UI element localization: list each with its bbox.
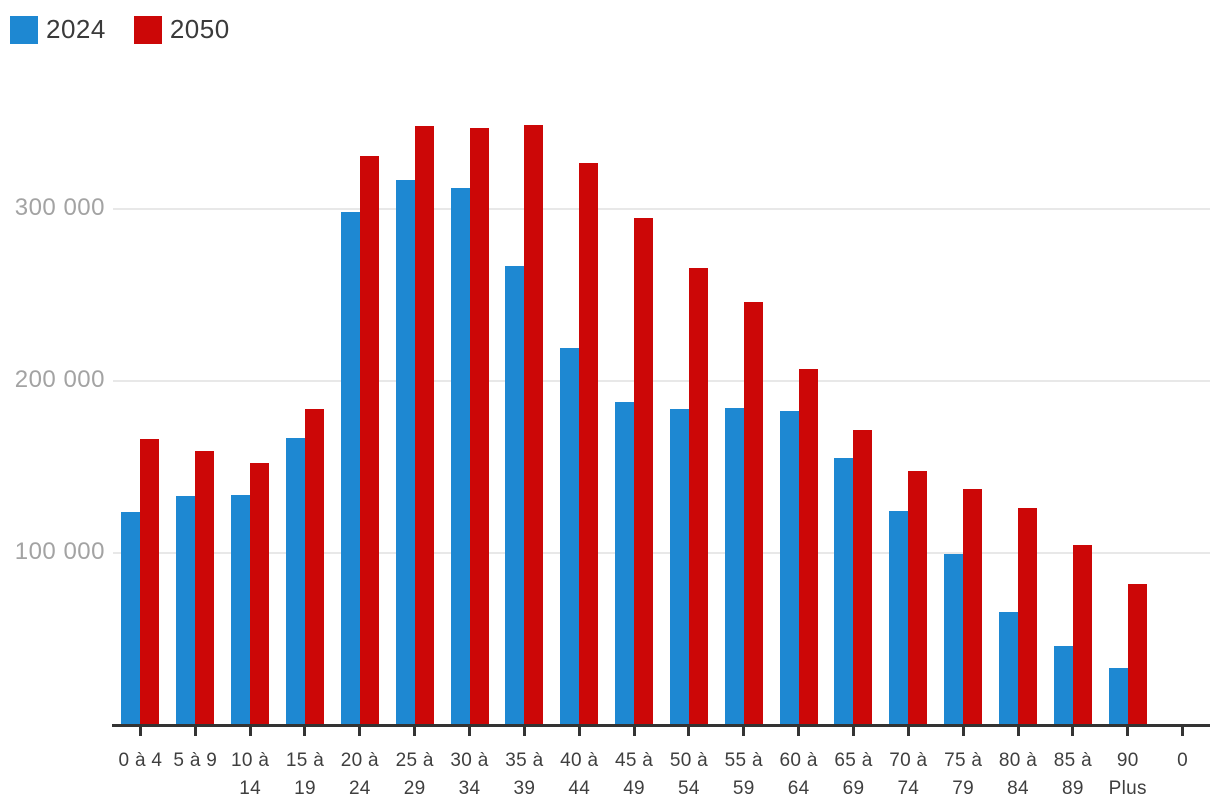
x-axis-label: 75 à 79 <box>944 750 983 799</box>
legend-item-2050[interactable]: 2050 <box>133 14 230 45</box>
x-axis-tick <box>522 727 526 736</box>
x-axis-tick <box>851 727 855 736</box>
gridline-300000 <box>113 208 1210 210</box>
x-axis-tick <box>1181 727 1185 736</box>
bar-2050-55-à-59[interactable] <box>743 301 763 725</box>
bar-2050-45-à-49[interactable] <box>634 217 654 725</box>
x-axis-label: 50 à 54 <box>669 750 709 799</box>
bar-2050-25-à-29[interactable] <box>414 126 434 725</box>
x-axis-label: 60 à 64 <box>779 750 818 799</box>
x-axis-tick <box>742 727 746 736</box>
bar-2050-60-à-64[interactable] <box>798 368 818 725</box>
bar-2024-55-à-59[interactable] <box>724 407 744 725</box>
bar-2024-30-à-34[interactable] <box>450 188 470 725</box>
bar-2050-90-Plus[interactable] <box>1127 583 1147 725</box>
bar-2024-90-Plus[interactable] <box>1108 668 1128 725</box>
x-axis-tick <box>138 727 142 736</box>
bar-2050-10-à-14[interactable] <box>250 462 270 725</box>
bar-2050-35-à-39[interactable] <box>524 124 544 725</box>
bar-2024-70-à-74[interactable] <box>889 510 909 725</box>
x-axis-tick <box>687 727 691 736</box>
bar-2050-50-à-54[interactable] <box>688 268 708 725</box>
bar-2024-50-à-54[interactable] <box>669 408 689 725</box>
bar-2050-20-à-24[interactable] <box>359 155 379 725</box>
bar-2024-85-à-89[interactable] <box>1053 645 1073 725</box>
x-axis-tick <box>1126 727 1130 736</box>
x-axis-tick <box>193 727 197 736</box>
x-axis-label: 0 à 4 <box>118 750 163 771</box>
x-axis-tick <box>906 727 910 736</box>
bar-2050-5-à-9[interactable] <box>195 450 215 725</box>
bar-2050-75-à-79[interactable] <box>963 489 983 725</box>
bar-2024-10-à-14[interactable] <box>231 494 251 725</box>
x-axis-tick <box>1016 727 1020 736</box>
bar-2024-15-à-19[interactable] <box>285 437 305 725</box>
x-axis-label: 30 à 34 <box>450 750 489 799</box>
bar-2050-70-à-74[interactable] <box>908 471 928 725</box>
gridline-200000 <box>113 380 1210 382</box>
legend-label: 2050 <box>169 14 230 44</box>
bar-2024-60-à-64[interactable] <box>779 411 799 725</box>
gridline-100000 <box>113 552 1210 554</box>
x-axis-tick <box>1071 727 1075 736</box>
x-axis-tick <box>248 727 252 736</box>
bar-2024-45-à-49[interactable] <box>615 401 635 725</box>
bar-2024-40-à-44[interactable] <box>560 348 580 725</box>
x-axis-tick <box>413 727 417 736</box>
x-axis-label: 65 à 69 <box>834 750 873 799</box>
x-axis-label: 25 à 29 <box>395 750 434 799</box>
bar-2050-85-à-89[interactable] <box>1072 545 1092 725</box>
x-axis-tick <box>961 727 965 736</box>
x-axis-tick <box>303 727 307 736</box>
x-axis-label: 35 à 39 <box>505 750 544 799</box>
x-axis-label: 0 <box>1177 750 1188 771</box>
x-axis-label: 55 à 59 <box>724 750 763 799</box>
bar-2024-35-à-39[interactable] <box>505 265 525 725</box>
x-axis-label: 70 à 74 <box>889 750 928 799</box>
bar-2050-15-à-19[interactable] <box>304 408 324 725</box>
x-axis-tick <box>358 727 362 736</box>
bar-2024-20-à-24[interactable] <box>340 212 360 725</box>
bar-2050-0-à-4[interactable] <box>140 439 160 725</box>
legend-item-2024[interactable]: 2024 <box>10 14 106 45</box>
y-axis-label: 300 000 <box>14 194 105 221</box>
bar-2024-25-à-29[interactable] <box>395 179 415 725</box>
y-axis-label: 100 000 <box>14 538 105 565</box>
legend-label: 2024 <box>46 14 106 44</box>
x-axis-tick <box>797 727 801 736</box>
x-axis-tick <box>632 727 636 736</box>
bar-2024-80-à-84[interactable] <box>999 612 1019 725</box>
bar-2024-5-à-9[interactable] <box>176 496 196 725</box>
x-axis-label: 40 à 44 <box>560 750 599 799</box>
legend-swatch-2024 <box>10 15 38 44</box>
x-axis-label: 80 à 84 <box>998 750 1038 799</box>
bar-2024-65-à-69[interactable] <box>834 458 854 725</box>
bar-2050-30-à-34[interactable] <box>469 128 489 725</box>
bar-2024-75-à-79[interactable] <box>944 553 964 725</box>
x-axis-line <box>112 724 1210 727</box>
bar-2050-65-à-69[interactable] <box>853 430 873 725</box>
x-axis-label: 15 à 19 <box>285 750 325 799</box>
bar-2024-0-à-4[interactable] <box>121 511 141 725</box>
bar-2050-40-à-44[interactable] <box>579 162 599 725</box>
x-axis-label: 45 à 49 <box>614 750 654 799</box>
x-axis-label: 5 à 9 <box>173 750 218 771</box>
x-axis-label: 90 Plus <box>1108 750 1147 799</box>
chart-legend: 2024 2050 <box>10 14 230 45</box>
x-axis-tick <box>468 727 472 736</box>
x-axis-label: 10 à 14 <box>231 750 270 799</box>
x-axis-label: 20 à 24 <box>340 750 379 799</box>
bar-2050-80-à-84[interactable] <box>1018 508 1038 725</box>
y-axis-label: 200 000 <box>14 366 105 393</box>
x-axis-label: 85 à 89 <box>1053 750 1092 799</box>
x-axis-tick <box>577 727 581 736</box>
legend-swatch-2050 <box>133 15 162 44</box>
